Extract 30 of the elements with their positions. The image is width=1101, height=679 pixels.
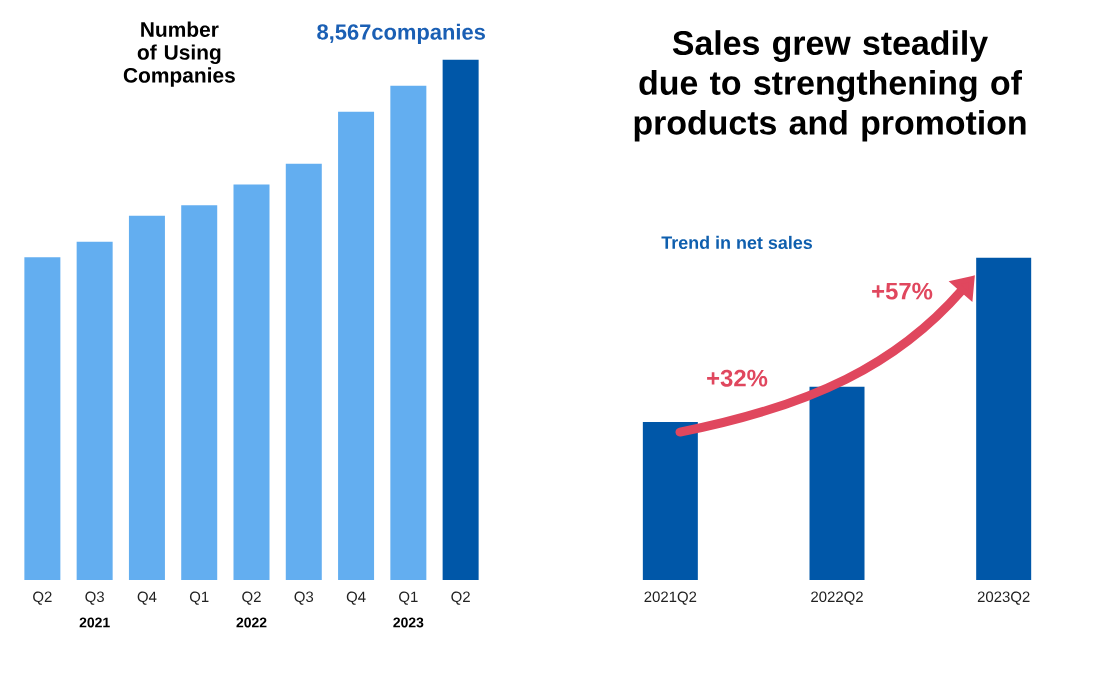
chart-subtitle: Trend in net sales	[661, 235, 813, 250]
x-tick-label: Q1	[399, 591, 418, 605]
text: 8,567companies	[317, 23, 485, 45]
bar	[442, 59, 479, 580]
bar	[338, 111, 375, 580]
x-tick-label: Q2	[33, 591, 52, 605]
annotation: +57%	[872, 282, 933, 300]
x-tick-label: 2023Q2	[977, 591, 1030, 605]
x-tick-label: Q3	[85, 591, 104, 605]
text: 2021	[79, 617, 110, 628]
x-tick-label: Q1	[189, 591, 209, 605]
x-tick-label: Q2	[242, 591, 261, 605]
bar	[76, 241, 113, 580]
text: 2023	[393, 617, 424, 628]
x-tick-label: 2021Q2	[644, 591, 697, 605]
chart-title: Sales grew steadily due to strengthening of products and promotion	[634, 30, 1026, 142]
x-tick-label: Q3	[294, 591, 314, 605]
bar	[233, 184, 270, 580]
x-tick-label: Q4	[137, 591, 157, 605]
x-tick-label: Q2	[451, 591, 470, 605]
bar	[285, 163, 322, 580]
x-tick-label: Q4	[346, 591, 366, 605]
bar	[128, 215, 165, 580]
bar	[24, 257, 61, 580]
chart-title: Number of Using Companies	[123, 21, 235, 87]
bar	[181, 205, 218, 580]
annotation: +32%	[707, 369, 768, 387]
x-tick-label: 2022Q2	[811, 591, 863, 605]
text: 2022	[236, 617, 267, 628]
bar	[390, 85, 427, 580]
